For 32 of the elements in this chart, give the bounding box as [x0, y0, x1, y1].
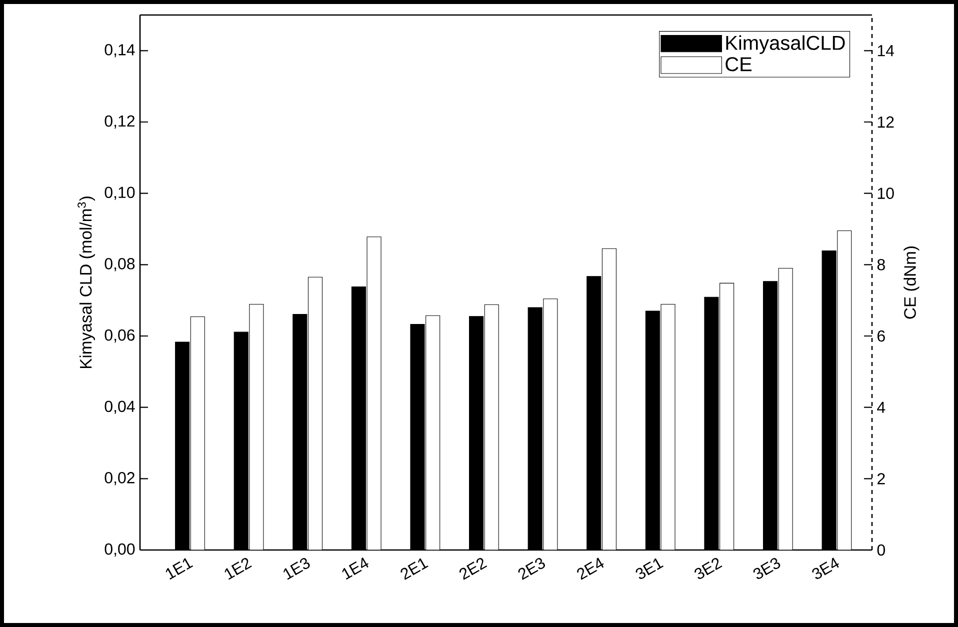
y-tick-label: 0,14	[104, 44, 135, 58]
x-tick-label: 1E3	[284, 558, 310, 580]
x-tick-label: 2E2	[459, 558, 488, 580]
x-tick-label: 2E3	[518, 558, 545, 580]
legend-label: CE	[726, 57, 752, 72]
y2-axis-title: CE (dNm)	[904, 246, 920, 319]
y-tick-label: 0,12	[104, 115, 134, 129]
y2-tick-label: 8	[877, 258, 885, 270]
y2-tick-label: 6	[878, 330, 885, 342]
y-tick-label: 0,06	[104, 329, 135, 343]
x-tick-label: 3E2	[694, 558, 722, 579]
x-tick-label: 3E3	[753, 558, 780, 579]
y2-tick-label: 14	[878, 45, 894, 56]
x-tick-label: 2E1	[400, 558, 428, 580]
y-tick-label: 0,04	[104, 400, 135, 414]
x-tick-label: 3E4	[812, 558, 839, 579]
y-tick-label: 0,10	[104, 186, 135, 200]
y2-tick-label: 0	[877, 544, 885, 556]
y2-tick-label: 4	[877, 402, 886, 413]
legend-label: KimyasalCLD	[726, 35, 845, 54]
y-tick-label: 0,02	[104, 472, 134, 486]
x-tick-label: 2E4	[577, 558, 604, 580]
y-tick-label: 0,00	[104, 543, 135, 557]
y2-tick-label: 2	[878, 473, 885, 484]
x-tick-label: 1E2	[224, 558, 252, 580]
x-tick-label: 3E1	[636, 558, 664, 579]
x-tick-label: 1E1	[166, 558, 194, 580]
y-tick-label: 0,08	[104, 258, 135, 272]
y2-tick-label: 10	[878, 188, 894, 199]
x-tick-label: 1E4	[342, 557, 368, 580]
y2-tick-label: 12	[878, 116, 894, 128]
y-axis-title: Kimyasal CLD (mol/m$^{3}$)	[78, 196, 95, 368]
